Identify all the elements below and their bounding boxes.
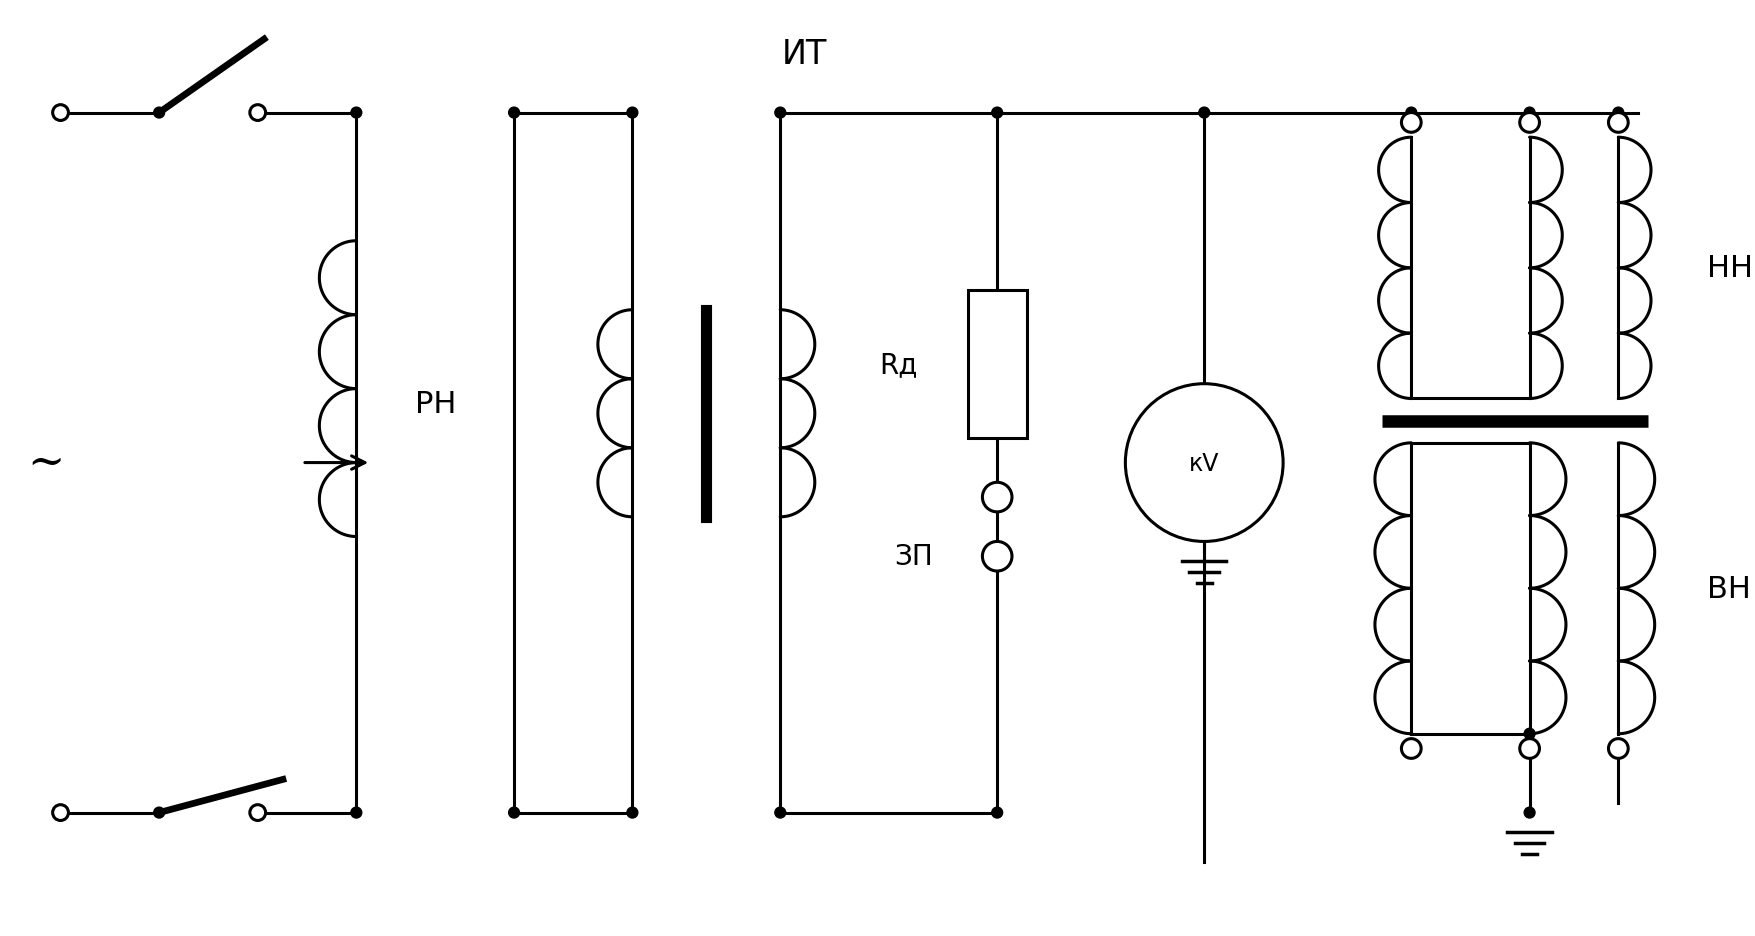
Circle shape xyxy=(1400,739,1420,758)
Circle shape xyxy=(1406,108,1416,119)
Circle shape xyxy=(981,483,1011,512)
Text: ЗП: ЗП xyxy=(893,543,932,571)
Circle shape xyxy=(154,108,165,119)
Circle shape xyxy=(53,106,68,122)
Circle shape xyxy=(249,106,265,122)
Text: НН: НН xyxy=(1706,254,1751,283)
Circle shape xyxy=(154,807,165,818)
Text: ВН: ВН xyxy=(1706,574,1750,603)
Circle shape xyxy=(53,805,68,821)
Circle shape xyxy=(1199,108,1209,119)
Circle shape xyxy=(1523,807,1534,818)
Text: Rд: Rд xyxy=(879,351,918,378)
Circle shape xyxy=(992,807,1002,818)
Circle shape xyxy=(249,805,265,821)
Circle shape xyxy=(627,108,637,119)
Circle shape xyxy=(992,108,1002,119)
Bar xyxy=(967,291,1027,438)
Circle shape xyxy=(1523,728,1534,739)
Circle shape xyxy=(509,807,519,818)
Text: кV: кV xyxy=(1188,451,1218,475)
Circle shape xyxy=(774,807,784,818)
Circle shape xyxy=(509,108,519,119)
Circle shape xyxy=(627,807,637,818)
Circle shape xyxy=(1518,113,1539,133)
Circle shape xyxy=(1518,739,1539,758)
Circle shape xyxy=(351,807,362,818)
Circle shape xyxy=(774,108,784,119)
Circle shape xyxy=(1523,108,1534,119)
Circle shape xyxy=(1613,108,1623,119)
Circle shape xyxy=(1125,385,1283,542)
Circle shape xyxy=(1608,113,1627,133)
Circle shape xyxy=(1608,739,1627,758)
Circle shape xyxy=(351,108,362,119)
Text: ИТ: ИТ xyxy=(781,37,827,71)
Text: ~: ~ xyxy=(26,442,65,485)
Circle shape xyxy=(981,542,1011,571)
Text: РН: РН xyxy=(414,389,456,418)
Circle shape xyxy=(1400,113,1420,133)
